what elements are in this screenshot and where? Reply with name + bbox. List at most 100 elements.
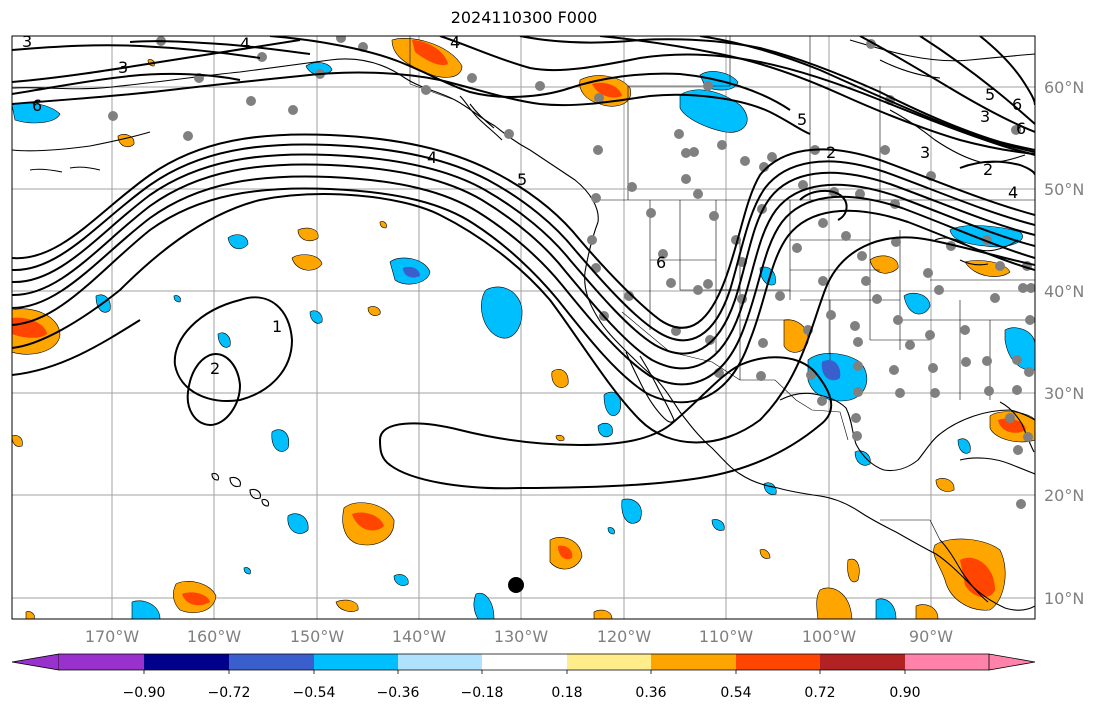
positive-region <box>759 549 771 559</box>
colorbar-tick-label: −0.36 <box>377 685 420 701</box>
positive-region <box>12 435 23 447</box>
contour-label: 6 <box>656 253 666 272</box>
strong-positive-region <box>352 512 384 531</box>
negative-region <box>473 592 495 619</box>
negative-region <box>607 527 615 535</box>
contour-label: 3 <box>118 58 128 77</box>
negative-region <box>287 513 309 534</box>
lon-label: 160°W <box>187 627 242 646</box>
colorbar-bin <box>905 654 989 670</box>
strong-positive-region <box>592 82 622 98</box>
negative-region <box>597 422 613 438</box>
negative-region <box>305 62 333 76</box>
negative-region <box>854 450 871 466</box>
negative-region <box>481 286 523 339</box>
colorbar-tick-label: 0.54 <box>720 685 751 701</box>
positive-region <box>783 319 809 353</box>
positive-region <box>847 558 860 583</box>
station-dots <box>108 36 1035 509</box>
lon-label: 100°W <box>802 627 857 646</box>
negative-region <box>243 567 251 575</box>
marker-dot <box>508 577 524 593</box>
colorbar-tick-label: 0.72 <box>804 685 835 701</box>
contour-label: 4 <box>450 33 460 52</box>
colorbar-tick-label: −0.18 <box>461 685 504 701</box>
positive-region <box>297 227 319 242</box>
positive-region <box>25 611 35 619</box>
lat-label: 10°N <box>1044 589 1084 608</box>
negative-region <box>227 234 249 250</box>
contour-label: 6 <box>1012 95 1022 114</box>
negative-region <box>957 438 971 454</box>
contour-label: 6 <box>1016 119 1026 138</box>
colorbar-tick-label: −0.90 <box>123 685 166 701</box>
contour-labels: 3 4 3 6 4 5 4 5 3 2 4 6 5 6 3 1 2 2 6 <box>22 32 1026 378</box>
lon-label: 110°W <box>699 627 754 646</box>
lat-label: 50°N <box>1044 180 1084 199</box>
lat-label: 40°N <box>1044 282 1084 301</box>
positive-region <box>555 434 565 442</box>
colorbar-bin <box>229 654 314 670</box>
negative-region <box>875 598 897 619</box>
positive-region <box>291 254 323 271</box>
strong-negative-region <box>821 359 841 381</box>
contour-label: 2 <box>983 160 993 179</box>
contour-label: 4 <box>427 148 437 167</box>
colorbar-bin <box>59 654 144 670</box>
colorbar-tick-label: 0.18 <box>551 685 582 701</box>
contour-label: 4 <box>240 34 250 53</box>
negative-region <box>173 295 181 303</box>
colorbar-tick-label: −0.72 <box>208 685 251 701</box>
negative-region <box>131 600 161 619</box>
strong-positive-region <box>998 418 1026 433</box>
negative-region <box>903 293 931 315</box>
strong-positive-region <box>558 545 573 560</box>
map-frame <box>11 35 1036 620</box>
lon-label: 90°W <box>909 627 953 646</box>
colorbar-outline <box>59 653 989 671</box>
positive-region <box>915 604 939 619</box>
lat-label: 30°N <box>1044 384 1084 403</box>
colorbar-bin <box>820 654 905 670</box>
latitude-labels: 60°N 50°N 40°N 30°N 20°N 10°N <box>1044 78 1084 608</box>
lon-label: 130°W <box>494 627 549 646</box>
colorbar-extend-low <box>11 653 60 671</box>
positive-region <box>379 221 387 229</box>
gridlines <box>12 36 1035 619</box>
colorbar-extend-high <box>988 653 1036 671</box>
lon-label: 140°W <box>392 627 447 646</box>
lat-label: 60°N <box>1044 78 1084 97</box>
contour-label: 3 <box>980 107 990 126</box>
contour-label: 3 <box>920 143 930 162</box>
contour-label: 1 <box>272 317 282 336</box>
positive-region <box>816 587 853 619</box>
negative-region <box>621 498 642 524</box>
map-title: 2024110300 F000 <box>450 8 598 27</box>
strong-positive-region <box>182 592 210 606</box>
negative-region <box>711 519 725 531</box>
colorbar-bin <box>736 654 820 670</box>
colorbar-tick-label: 0.90 <box>889 685 920 701</box>
contour-label: 2 <box>826 143 836 162</box>
negative-region <box>603 391 622 417</box>
strong-positive-region <box>12 317 47 338</box>
negative-region <box>393 574 409 586</box>
contour-label: 5 <box>797 110 807 129</box>
lon-label: 150°W <box>290 627 345 646</box>
negative-region <box>271 429 290 452</box>
contour-label: 2 <box>210 359 220 378</box>
positive-region <box>335 599 359 612</box>
positive-region <box>593 609 613 619</box>
strong-positive-region <box>412 40 448 66</box>
contour-label: 4 <box>1008 183 1018 202</box>
colorbar-bin <box>144 654 229 670</box>
colorbar-bin <box>314 654 398 670</box>
colorbar-tick-label: −0.54 <box>293 685 336 701</box>
lat-label: 20°N <box>1044 486 1084 505</box>
contour-label: 6 <box>32 96 42 115</box>
contour-label: 3 <box>22 32 32 51</box>
colorbar-bin <box>482 654 567 670</box>
colorbar-bin <box>567 654 651 670</box>
colorbar-tick-label: 0.36 <box>635 685 666 701</box>
